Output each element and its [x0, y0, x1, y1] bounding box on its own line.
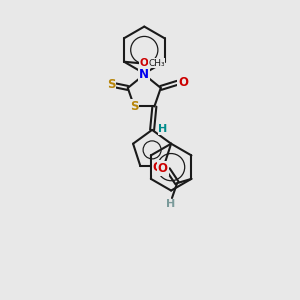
Text: O: O	[139, 58, 148, 68]
Text: O: O	[153, 161, 163, 174]
Text: CH₃: CH₃	[148, 58, 165, 68]
Text: S: S	[130, 100, 138, 113]
Text: O: O	[158, 162, 168, 175]
Text: H: H	[166, 199, 175, 209]
Text: S: S	[107, 78, 116, 91]
Text: N: N	[139, 68, 149, 80]
Text: O: O	[178, 76, 188, 89]
Text: H: H	[158, 124, 168, 134]
